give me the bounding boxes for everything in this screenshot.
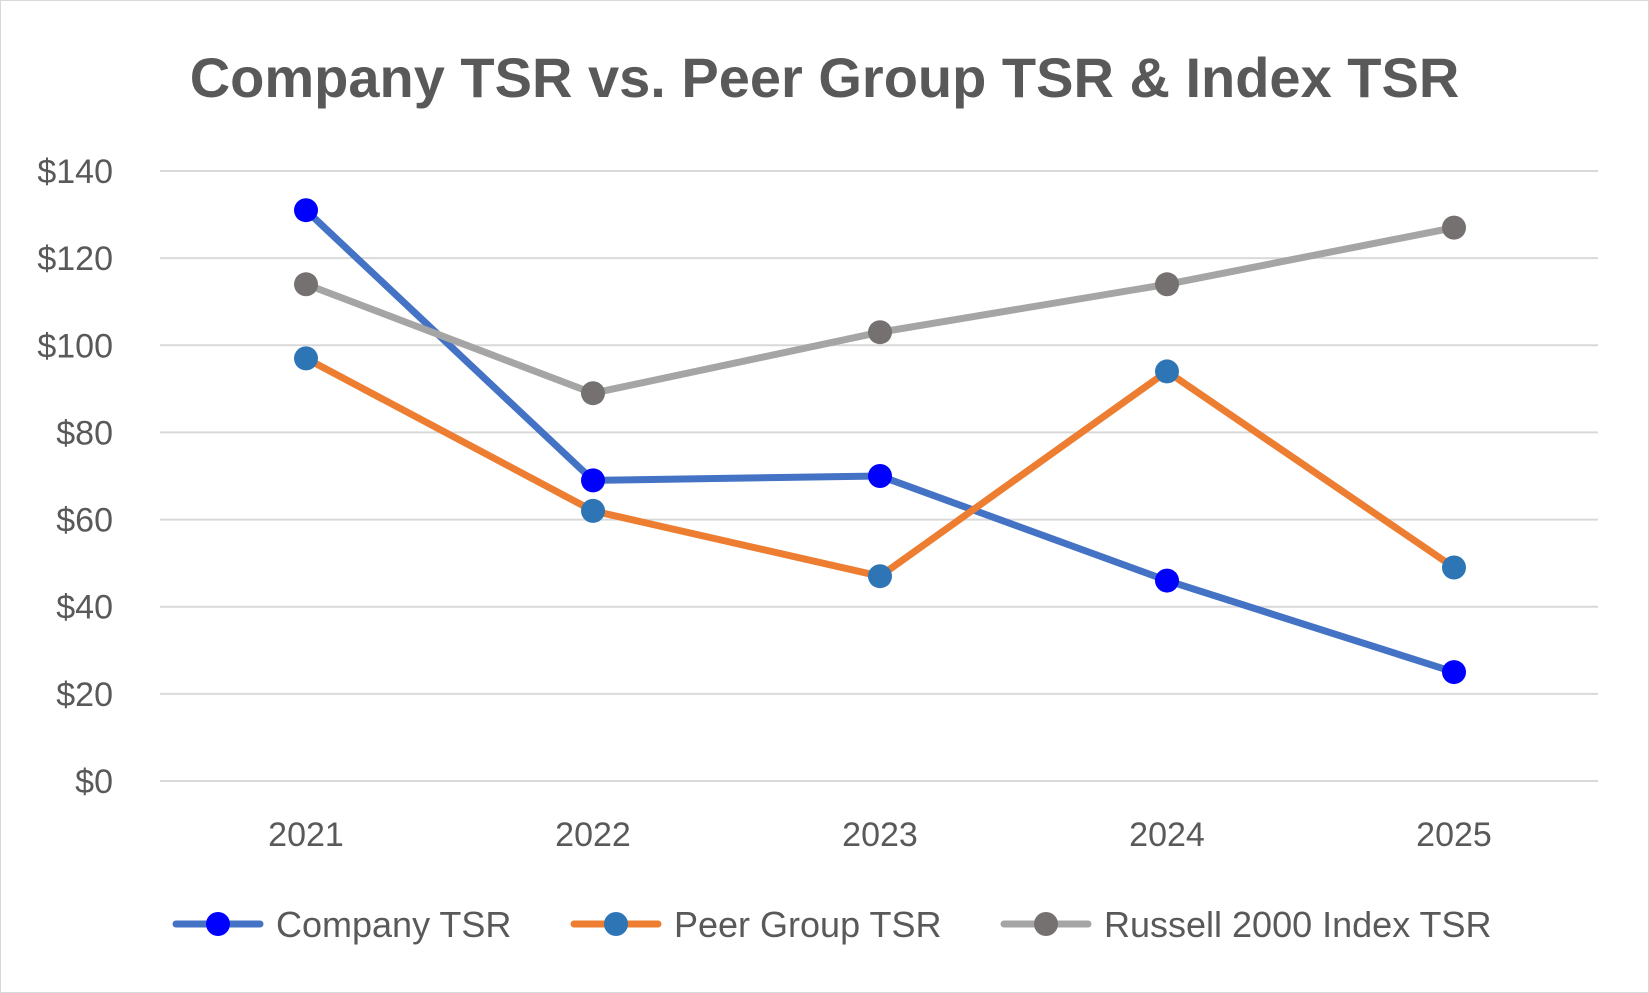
data-point <box>1155 568 1179 593</box>
chart-title: Company TSR vs. Peer Group TSR & Index T… <box>189 46 1460 109</box>
y-tick-label: $100 <box>37 327 113 365</box>
gridlines <box>160 170 1598 782</box>
legend-item: Russell 2000 Index TSR <box>1000 904 1492 945</box>
legend-swatch-marker <box>604 912 628 936</box>
y-axis-tick-labels: $0 $20 $40 $60 $80 $100 $120 $140 <box>37 153 113 801</box>
data-point <box>294 272 318 297</box>
data-point <box>1155 272 1179 297</box>
data-point <box>581 381 605 406</box>
legend: Company TSR Peer Group TSR Russell 2000 In… <box>172 904 1492 945</box>
data-point <box>1155 359 1179 384</box>
data-point <box>1442 660 1466 685</box>
data-point <box>868 564 892 589</box>
legend-swatch-marker <box>1034 912 1058 936</box>
data-point <box>294 346 318 371</box>
y-tick-label: $0 <box>75 763 113 801</box>
y-tick-label: $20 <box>56 676 113 714</box>
x-axis-tick-labels: 2021 2022 2023 2024 2025 <box>268 816 1492 854</box>
y-tick-label: $40 <box>56 589 113 627</box>
data-point <box>1442 555 1466 580</box>
y-tick-label: $60 <box>56 502 113 540</box>
y-tick-label: $80 <box>56 414 113 452</box>
x-tick-label: 2023 <box>842 816 918 854</box>
y-tick-label: $140 <box>37 153 113 191</box>
legend-label: Russell 2000 Index TSR <box>1104 904 1492 945</box>
legend-item: Peer Group TSR <box>570 904 941 945</box>
legend-item: Company TSR <box>172 904 511 945</box>
y-tick-label: $120 <box>37 240 113 278</box>
data-point <box>581 498 605 523</box>
series-russell-2000-index-tsr <box>294 215 1466 406</box>
series-company-tsr <box>294 198 1466 685</box>
x-tick-label: 2021 <box>268 816 344 854</box>
series-peer-group-tsr <box>294 346 1466 589</box>
data-point <box>294 198 318 223</box>
series-lines <box>294 198 1466 685</box>
legend-label: Peer Group TSR <box>674 904 941 945</box>
data-point <box>868 320 892 345</box>
x-tick-label: 2022 <box>555 816 631 854</box>
data-point <box>581 468 605 493</box>
data-point <box>1442 215 1466 240</box>
x-tick-label: 2025 <box>1416 816 1492 854</box>
series-line <box>302 206 1458 676</box>
legend-swatch-marker <box>206 912 230 936</box>
data-point <box>868 464 892 488</box>
x-tick-label: 2024 <box>1129 816 1205 854</box>
legend-label: Company TSR <box>276 904 511 945</box>
